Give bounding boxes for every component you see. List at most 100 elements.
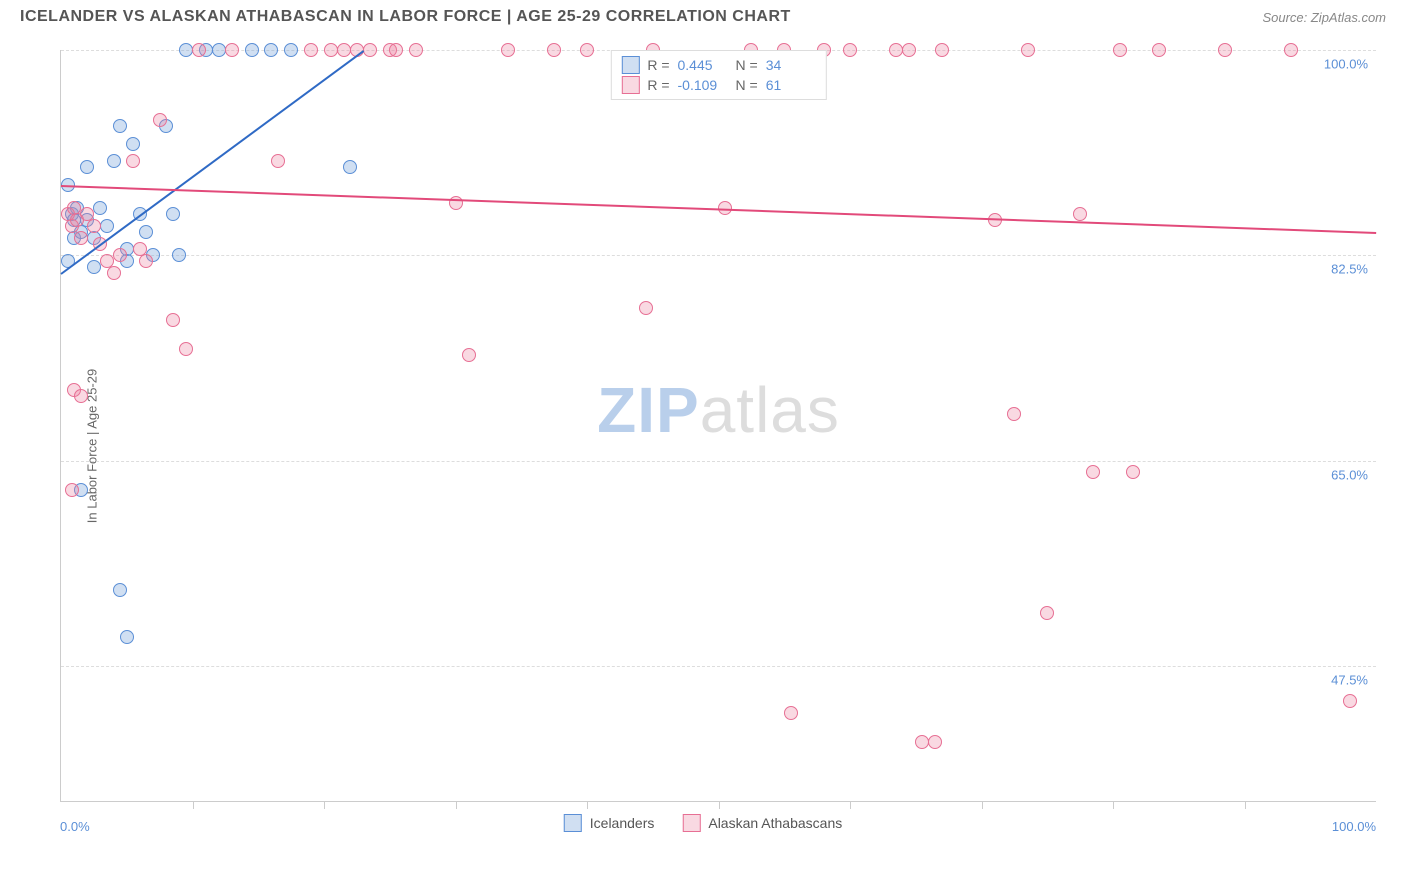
scatter-point-icelanders [139,225,153,239]
x-tick [1245,801,1246,809]
scatter-point-alaskan [324,43,338,57]
scatter-point-alaskan [304,43,318,57]
scatter-point-icelanders [107,154,121,168]
legend-item-icelanders: Icelanders [564,814,655,832]
stat-R-label: R = [647,57,669,73]
stat-R-alaskan: -0.109 [678,77,728,93]
scatter-point-icelanders [343,160,357,174]
watermark: ZIPatlas [597,373,840,447]
scatter-point-alaskan [107,266,121,280]
x-tick [850,801,851,809]
watermark-part1: ZIP [597,374,700,446]
scatter-point-icelanders [172,248,186,262]
scatter-point-icelanders [113,583,127,597]
scatter-point-alaskan [639,301,653,315]
scatter-point-alaskan [1343,694,1357,708]
stat-N-label: N = [736,57,758,73]
legend-item-alaskan: Alaskan Athabascans [682,814,842,832]
x-tick [324,801,325,809]
y-tick-label: 47.5% [1331,673,1368,688]
scatter-point-alaskan [462,348,476,362]
scatter-point-alaskan [1007,407,1021,421]
scatter-point-icelanders [245,43,259,57]
scatter-point-icelanders [80,160,94,174]
x-tick [719,801,720,809]
scatter-point-alaskan [409,43,423,57]
scatter-point-alaskan [153,113,167,127]
scatter-point-alaskan [449,196,463,210]
x-axis-end-label: 100.0% [1332,819,1376,834]
y-tick-label: 82.5% [1331,262,1368,277]
x-axis-start-label: 0.0% [60,819,90,834]
scatter-point-alaskan [935,43,949,57]
scatter-point-alaskan [65,483,79,497]
stat-R-label: R = [647,77,669,93]
scatter-point-icelanders [264,43,278,57]
legend-swatch-icelanders [564,814,582,832]
swatch-icelanders [621,56,639,74]
x-tick [1113,801,1114,809]
scatter-point-alaskan [74,389,88,403]
x-tick [456,801,457,809]
gridline [61,666,1376,667]
scatter-point-alaskan [363,43,377,57]
stat-legend: R = 0.445 N = 34 R = -0.109 N = 61 [610,50,826,100]
scatter-point-icelanders [212,43,226,57]
scatter-point-icelanders [179,43,193,57]
scatter-point-alaskan [1040,606,1054,620]
scatter-point-alaskan [915,735,929,749]
scatter-point-icelanders [100,219,114,233]
scatter-point-alaskan [1218,43,1232,57]
scatter-point-alaskan [139,254,153,268]
scatter-point-alaskan [113,248,127,262]
scatter-point-icelanders [284,43,298,57]
scatter-point-alaskan [928,735,942,749]
chart-title: ICELANDER VS ALASKAN ATHABASCAN IN LABOR… [20,8,791,26]
scatter-point-alaskan [1152,43,1166,57]
x-tick [193,801,194,809]
scatter-point-alaskan [784,706,798,720]
gridline [61,255,1376,256]
scatter-point-alaskan [389,43,403,57]
scatter-point-icelanders [87,260,101,274]
stat-row-alaskan: R = -0.109 N = 61 [621,75,815,95]
scatter-point-alaskan [1073,207,1087,221]
scatter-point-alaskan [501,43,515,57]
scatter-point-alaskan [1113,43,1127,57]
y-tick-label: 100.0% [1324,57,1368,72]
scatter-point-icelanders [93,201,107,215]
plot-area: ZIPatlas R = 0.445 N = 34 R = -0.109 N =… [60,50,1376,802]
legend-label-alaskan: Alaskan Athabascans [708,815,842,831]
scatter-point-icelanders [113,119,127,133]
gridline [61,461,1376,462]
scatter-point-alaskan [889,43,903,57]
legend-label-icelanders: Icelanders [590,815,655,831]
watermark-part2: atlas [700,374,840,446]
scatter-point-alaskan [87,219,101,233]
scatter-point-icelanders [166,207,180,221]
x-tick [982,801,983,809]
header: ICELANDER VS ALASKAN ATHABASCAN IN LABOR… [0,0,1406,32]
bottom-legend: Icelanders Alaskan Athabascans [564,814,842,832]
scatter-point-alaskan [547,43,561,57]
scatter-point-alaskan [166,313,180,327]
stat-row-icelanders: R = 0.445 N = 34 [621,55,815,75]
source-label: Source: ZipAtlas.com [1262,10,1386,25]
scatter-point-alaskan [580,43,594,57]
stat-R-icelanders: 0.445 [678,57,728,73]
scatter-point-alaskan [74,231,88,245]
swatch-alaskan [621,76,639,94]
y-tick-label: 65.0% [1331,467,1368,482]
scatter-point-alaskan [902,43,916,57]
stat-N-alaskan: 61 [766,77,816,93]
scatter-point-alaskan [179,342,193,356]
scatter-point-alaskan [1086,465,1100,479]
scatter-point-icelanders [126,137,140,151]
scatter-point-alaskan [1021,43,1035,57]
scatter-point-alaskan [225,43,239,57]
trend-line-alaskan [61,185,1376,234]
scatter-point-alaskan [192,43,206,57]
x-tick [587,801,588,809]
scatter-point-alaskan [1284,43,1298,57]
stat-N-icelanders: 34 [766,57,816,73]
